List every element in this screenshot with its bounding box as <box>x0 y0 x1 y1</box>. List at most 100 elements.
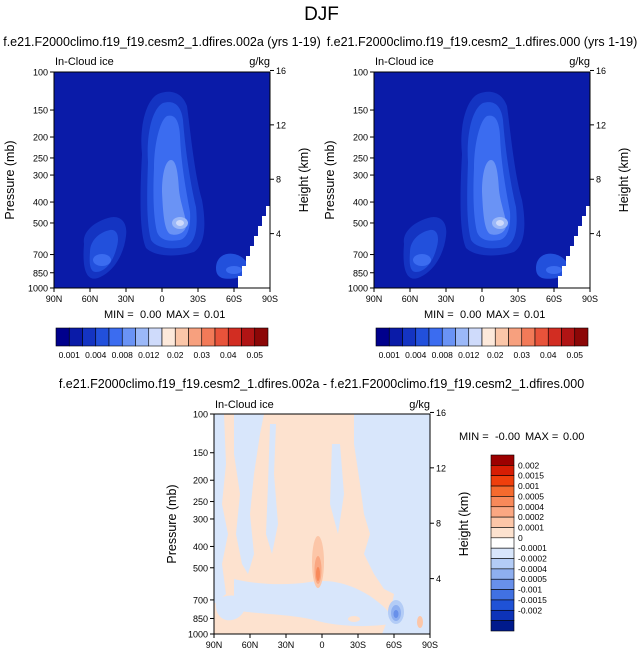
colorbar-label: 0.02 <box>487 350 504 360</box>
x-tick-label: 90S <box>582 294 598 304</box>
colorbar-label: 0.001 <box>59 350 81 360</box>
y2-tick-label: 16 <box>436 408 446 418</box>
x-tick-label: 30N <box>118 294 135 304</box>
panel-a-max-value: 0.01 <box>204 309 225 321</box>
contour-b-11 <box>546 266 562 274</box>
colorbar-swatch <box>68 327 83 347</box>
colorbar-swatch <box>490 547 515 559</box>
x-tick-label: 90N <box>46 294 63 304</box>
contour-a-9 <box>93 254 111 266</box>
contour-c-4 <box>374 434 394 544</box>
y2-tick-label: 12 <box>276 120 286 130</box>
colorbar-swatch <box>490 506 515 518</box>
colorbar-label: 0.012 <box>458 350 480 360</box>
y-tick-label: 250 <box>353 153 368 163</box>
panel-a: f.e21.F2000climo.f19_f19.cesm2_1.dfires.… <box>3 35 321 360</box>
panel-a-plot <box>54 72 270 288</box>
panel-b-topography-mask <box>558 206 590 288</box>
colorbar-label: 0.0005 <box>518 491 544 501</box>
colorbar-label: 0.001 <box>518 481 540 491</box>
panel-c-left-label: In-Cloud ice <box>215 399 274 411</box>
panel-a-min-label: MIN = <box>104 309 134 321</box>
colorbar-label: 0.012 <box>138 350 160 360</box>
colorbar-label: 0 <box>518 533 523 543</box>
y-tick-label: 400 <box>353 198 368 208</box>
y-tick-label: 850 <box>33 268 48 278</box>
y-tick-label: 150 <box>353 106 368 116</box>
colorbar-label: 0.05 <box>566 350 583 360</box>
panel-c-y2label: Height (km) <box>457 492 471 557</box>
y2-tick-label: 16 <box>276 66 286 76</box>
y-tick-label: 100 <box>33 68 48 78</box>
x-tick-label: 60N <box>402 294 419 304</box>
panel-c-max-label: MAX = <box>525 431 558 443</box>
figure-title: DJF <box>304 4 339 25</box>
panel-c-contours <box>214 414 423 634</box>
colorbar-swatch <box>574 327 589 347</box>
colorbar-swatch <box>490 485 515 497</box>
x-tick-label: 60S <box>546 294 562 304</box>
panel-c-max-value: 0.00 <box>563 431 584 443</box>
panel-c-min-label: MIN = <box>459 431 489 443</box>
colorbar-swatch <box>490 475 515 487</box>
colorbar-swatch <box>490 527 515 539</box>
contour-c-2 <box>266 424 278 554</box>
colorbar-label: 0.004 <box>85 350 107 360</box>
colorbar-label: 0.0001 <box>518 522 544 532</box>
y2-tick-label: 4 <box>436 574 441 584</box>
y-tick-label: 300 <box>353 171 368 181</box>
contour-c-5 <box>234 579 391 627</box>
y-tick-label: 250 <box>33 153 48 163</box>
x-tick-label: 90N <box>206 640 223 650</box>
y-tick-label: 500 <box>193 563 208 573</box>
panel-b-contours <box>403 91 569 279</box>
panel-c-right-label: g/kg <box>409 399 430 411</box>
colorbar-swatch <box>490 454 515 466</box>
panel-b-plot <box>374 72 590 288</box>
x-tick-label: 60N <box>82 294 99 304</box>
colorbar-label: 0.001 <box>379 350 401 360</box>
colorbar-label: 0.0002 <box>518 512 544 522</box>
y-tick-label: 850 <box>193 614 208 624</box>
colorbar-label: 0.03 <box>193 350 210 360</box>
panel-b-min-label: MIN = <box>424 309 454 321</box>
colorbar-label: -0.0004 <box>518 564 547 574</box>
colorbar-swatch <box>490 496 515 508</box>
panel-b-title: f.e21.F2000climo.f19_f19.cesm2_1.dfires.… <box>327 35 638 49</box>
panel-a-colorbar: 0.001 0.004 0.008 0.012 0.02 0.03 0.04 0.05 <box>55 327 269 360</box>
y-tick-label: 100 <box>353 68 368 78</box>
colorbar-label: 0.008 <box>112 350 134 360</box>
colorbar-label: 0.04 <box>540 350 557 360</box>
panel-b-ylabel: Pressure (mb) <box>323 140 337 219</box>
colorbar-label: 0.05 <box>246 350 263 360</box>
contour-c-3 <box>330 444 344 534</box>
panel-c-min-value: -0.00 <box>495 431 520 443</box>
y2-tick-label: 12 <box>436 463 446 473</box>
y-tick-label: 400 <box>33 198 48 208</box>
x-tick-label: 30N <box>438 294 455 304</box>
panel-b-stats: MIN = 0.00 MAX = 0.01 <box>424 309 545 321</box>
panel-b: f.e21.F2000climo.f19_f19.cesm2_1.dfires.… <box>323 35 637 360</box>
y2-tick-label: 4 <box>276 229 281 239</box>
panel-a-title: f.e21.F2000climo.f19_f19.cesm2_1.dfires.… <box>3 35 321 49</box>
panel-a-left-label: In-Cloud ice <box>55 56 114 68</box>
panel-c-title: f.e21.F2000climo.f19_f19.cesm2_1.dfires.… <box>59 377 584 391</box>
colorbar-label: 0.03 <box>513 350 530 360</box>
x-tick-label: 30S <box>350 640 366 650</box>
colorbar-swatch <box>455 327 470 347</box>
panel-b-colorbar: 0.001 0.004 0.008 0.012 0.02 0.03 0.04 0.05 <box>375 327 589 360</box>
colorbar-swatch <box>95 327 110 347</box>
y-tick-label: 300 <box>193 514 208 524</box>
colorbar-swatch <box>490 620 515 632</box>
contour-c-1 <box>214 414 394 634</box>
colorbar-label: 0.008 <box>432 350 454 360</box>
colorbar-swatch <box>441 327 456 347</box>
panel-b-right-label: g/kg <box>569 56 590 68</box>
y-tick-label: 500 <box>33 218 48 228</box>
x-tick-label: 0 <box>159 294 164 304</box>
colorbar-swatch <box>561 327 576 347</box>
colorbar-swatch <box>547 327 562 347</box>
panel-a-min-value: 0.00 <box>140 309 161 321</box>
panel-c-ylabel: Pressure (mb) <box>165 484 179 563</box>
colorbar-swatch <box>468 327 483 347</box>
